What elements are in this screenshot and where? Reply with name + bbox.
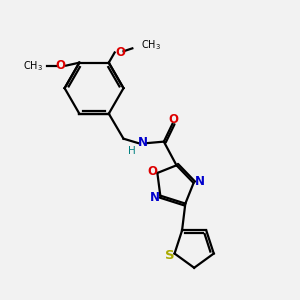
Text: N: N (149, 190, 159, 204)
Text: O: O (147, 165, 157, 178)
Text: N: N (138, 136, 148, 149)
Text: N: N (194, 175, 205, 188)
Text: O: O (168, 113, 178, 126)
Text: CH$_3$: CH$_3$ (22, 59, 43, 73)
Text: O: O (56, 59, 66, 72)
Text: S: S (165, 248, 175, 262)
Text: CH$_3$: CH$_3$ (141, 38, 161, 52)
Text: H: H (128, 146, 136, 156)
Text: O: O (115, 46, 125, 59)
